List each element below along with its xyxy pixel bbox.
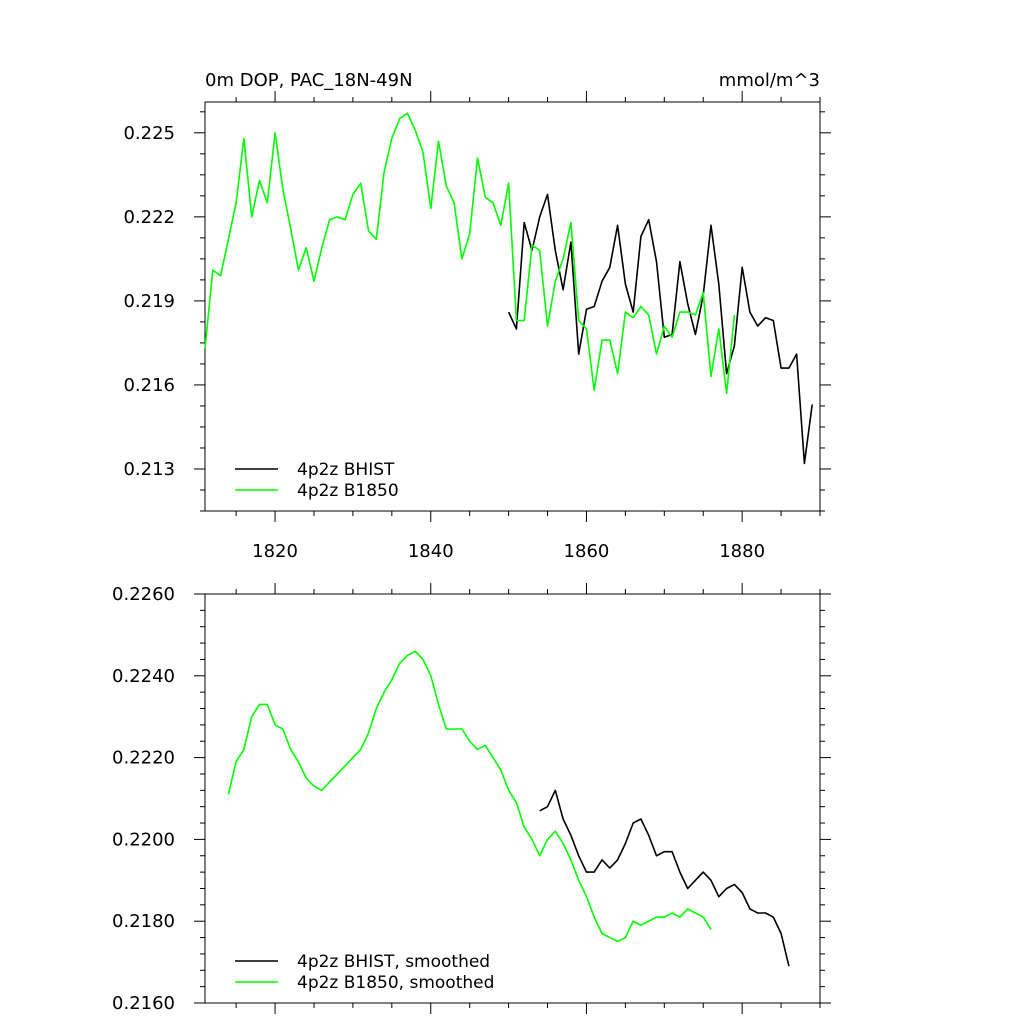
- plot-frame-bottom: [204, 593, 821, 1004]
- x-tick-label: 1880: [719, 541, 765, 562]
- y-tick-label: 0.2240: [112, 666, 175, 687]
- y-tick-label: 0.2160: [112, 993, 175, 1014]
- y-tick-label: 0.2220: [112, 748, 175, 769]
- y-tick-label: 0.222: [123, 207, 175, 228]
- panel-bottom: 0.2160 0.2180 0.2200 0.2220 0.2240 0.2260 4p2…: [112, 583, 831, 1014]
- y-tick-label: 0.216: [123, 375, 175, 396]
- legend-label-bhist: 4p2z BHIST: [297, 460, 395, 480]
- plot-frame-top: [204, 101, 821, 512]
- y-tick-label: 0.2180: [112, 911, 175, 932]
- series-group-bottom: [227, 650, 790, 967]
- legend-bottom: 4p2z BHIST, smoothed 4p2z B1850, smoothe…: [235, 952, 494, 993]
- legend-label-b1850-smoothed: 4p2z B1850, smoothed: [297, 973, 494, 993]
- series-line-bottom-bhist: [539, 789, 790, 967]
- units-label: mmol/m^3: [719, 70, 820, 91]
- y-tick-label: 0.219: [123, 291, 175, 312]
- legend-label-b1850: 4p2z B1850: [297, 481, 399, 501]
- legend-top: 4p2z BHIST 4p2z B1850: [235, 460, 399, 501]
- x-tick-label: 1840: [408, 541, 454, 562]
- series-line-top-b1850: [204, 112, 736, 395]
- panel-top: 0m DOP, PAC_18N-49N mmol/m^3 1820 1840 186…: [123, 70, 831, 562]
- series-group-top: [204, 112, 813, 465]
- x-tick-label: 1820: [252, 541, 298, 562]
- y-tick-label: 0.213: [123, 459, 175, 480]
- chart-title: 0m DOP, PAC_18N-49N: [205, 70, 413, 91]
- x-tick-label: 1860: [564, 541, 610, 562]
- series-line-bottom-b1850: [227, 650, 712, 943]
- legend-label-bhist-smoothed: 4p2z BHIST, smoothed: [297, 952, 490, 972]
- axis-ticks-top: 1820 1840 1860 1880 0.213 0.216 0.219 0.222 0.22…: [123, 91, 831, 562]
- series-line-top-bhist: [507, 193, 813, 465]
- y-tick-label: 0.2260: [112, 584, 175, 605]
- y-tick-label: 0.2200: [112, 829, 175, 850]
- y-tick-label: 0.225: [123, 123, 175, 144]
- axis-ticks-bottom: 0.2160 0.2180 0.2200 0.2220 0.2240 0.2260: [112, 583, 831, 1014]
